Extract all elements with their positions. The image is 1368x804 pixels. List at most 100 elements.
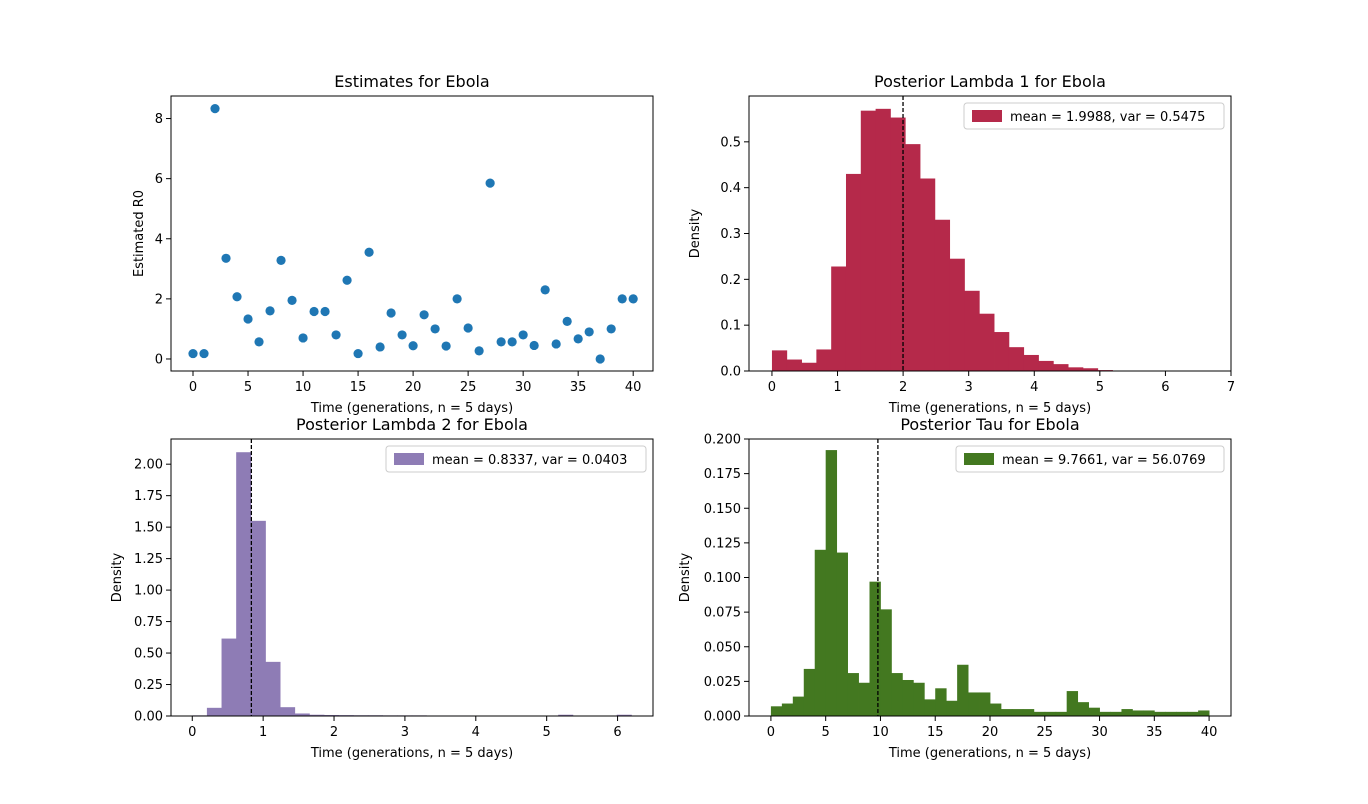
scatter-point — [320, 306, 330, 317]
x-tick-label: 5 — [543, 725, 551, 740]
histogram-bar — [1055, 711, 1068, 716]
x-axis-label: Time (generations, n = 5 days) — [888, 401, 1091, 416]
histogram-bar — [1154, 711, 1166, 716]
histogram-bar — [979, 692, 991, 716]
legend: mean = 0.8337, var = 0.0403 — [385, 445, 647, 473]
scatter-point — [254, 337, 264, 347]
legend: mean = 1.9988, var = 0.5475 — [963, 102, 1225, 130]
y-tick-label: 0.150 — [704, 502, 741, 517]
histogram-bar — [1121, 709, 1133, 716]
histogram-bar — [858, 682, 870, 716]
histogram-bar — [957, 664, 969, 716]
x-tick-label: 15 — [350, 380, 367, 395]
histogram-bar — [770, 706, 783, 716]
histogram-bar — [771, 350, 788, 371]
histogram-bar — [847, 673, 859, 716]
histogram-bar — [1165, 711, 1177, 716]
legend-label: mean = 1.9988, var = 0.5475 — [1010, 110, 1205, 125]
histogram-bar — [990, 703, 1002, 716]
y-tick-label: 0.000 — [704, 710, 741, 725]
scatter-point — [386, 308, 396, 318]
histogram-bar — [221, 638, 237, 716]
legend-box — [385, 445, 647, 473]
histogram-bar — [1066, 691, 1079, 716]
x-tick-label: 0 — [768, 380, 776, 395]
scatter-point — [430, 324, 440, 334]
y-tick-label: 0.4 — [720, 181, 741, 196]
histogram-bar — [309, 714, 325, 716]
histogram-bar — [1022, 709, 1035, 716]
y-tick-label: 1.50 — [134, 521, 163, 536]
scatter-point — [397, 330, 407, 340]
panel-posterior-lambda2: 0 1 2 3 4 5 6 0.00 0.25 0.50 0.75 1.00 1.25 1.50 1.75 2… — [110, 415, 654, 761]
histogram-bar — [1000, 709, 1013, 716]
x-tick-label: 5 — [1096, 380, 1104, 395]
y-tick-label: 0.175 — [704, 467, 741, 482]
scatter-point — [287, 295, 297, 305]
scatter-point — [463, 323, 473, 333]
y-tick-label: 8 — [155, 112, 163, 127]
histogram-bar — [814, 549, 827, 716]
histogram-bar — [294, 713, 310, 716]
panel-posterior-lambda1: 0 1 2 3 4 5 6 7 0.0 0.1 0.2 0.3 0.4 0.5 Posterior Lamb… — [688, 72, 1235, 416]
legend-swatch — [972, 110, 1002, 122]
histogram-bar — [924, 699, 936, 716]
histogram-bar — [836, 552, 848, 716]
x-tick-label: 2 — [899, 380, 907, 395]
histogram-bar — [875, 108, 891, 371]
x-tick-label: 4 — [472, 725, 480, 740]
x-tick-label: 2 — [330, 725, 338, 740]
legend-box — [955, 445, 1225, 473]
scatter-point — [265, 306, 275, 316]
histogram-bar — [1198, 710, 1210, 716]
histogram-bar — [1023, 354, 1039, 371]
scatter-point — [518, 330, 528, 340]
x-tick-label: 35 — [570, 380, 587, 395]
x-tick-label: 5 — [822, 725, 830, 740]
scatter-point — [309, 306, 319, 317]
chart-title: Posterior Lambda 1 for Ebola — [874, 72, 1106, 91]
x-tick-label: 6 — [1161, 380, 1169, 395]
x-tick-label: 1 — [833, 380, 841, 395]
histogram-bar — [323, 714, 340, 716]
histogram-bar — [1008, 347, 1025, 371]
y-tick-label: 0.75 — [134, 615, 163, 630]
x-tick-label: 40 — [625, 380, 642, 395]
scatter-point — [210, 104, 220, 114]
y-axis-label: Density — [688, 208, 703, 258]
chart-title: Estimates for Ebola — [334, 72, 489, 91]
histogram-bar — [1038, 360, 1054, 371]
histogram-bar — [236, 452, 252, 716]
scatter-point — [584, 327, 594, 337]
x-tick-label: 0 — [767, 725, 775, 740]
scatter-point — [507, 337, 517, 347]
x-tick-label: 6 — [613, 725, 621, 740]
y-tick-label: 0.00 — [134, 710, 163, 725]
histogram-bar — [1053, 364, 1069, 371]
histogram-bar — [1143, 710, 1155, 716]
histogram-bar — [1187, 711, 1199, 716]
y-tick-label: 4 — [155, 232, 163, 247]
scatter-point — [595, 354, 605, 364]
scatter-point — [551, 339, 561, 349]
scatter-point — [617, 294, 627, 304]
histogram-bar — [920, 178, 936, 371]
scatter-point — [452, 294, 462, 304]
x-tick-label: 3 — [965, 380, 973, 395]
histogram-bar — [1068, 367, 1084, 371]
plot-area — [192, 452, 632, 716]
y-tick-label: 0.100 — [704, 571, 741, 586]
histogram-bar — [968, 692, 980, 716]
histogram-bar — [994, 332, 1010, 371]
scatter-point — [331, 330, 341, 340]
panel-posterior-tau: 0 5 10 15 20 25 30 35 40 0.000 0.025 0.050 0.075 0.10… — [678, 415, 1232, 761]
histogram-bar — [250, 520, 266, 716]
x-tick-label: 4 — [1030, 380, 1038, 395]
scatter-point — [485, 178, 495, 188]
y-tick-label: 0.25 — [134, 678, 163, 693]
scatter-point — [353, 348, 363, 359]
x-tick-label: 30 — [515, 380, 532, 395]
x-axis-label: Time (generations, n = 5 days) — [310, 401, 513, 416]
y-tick-label: 2.00 — [134, 458, 163, 473]
